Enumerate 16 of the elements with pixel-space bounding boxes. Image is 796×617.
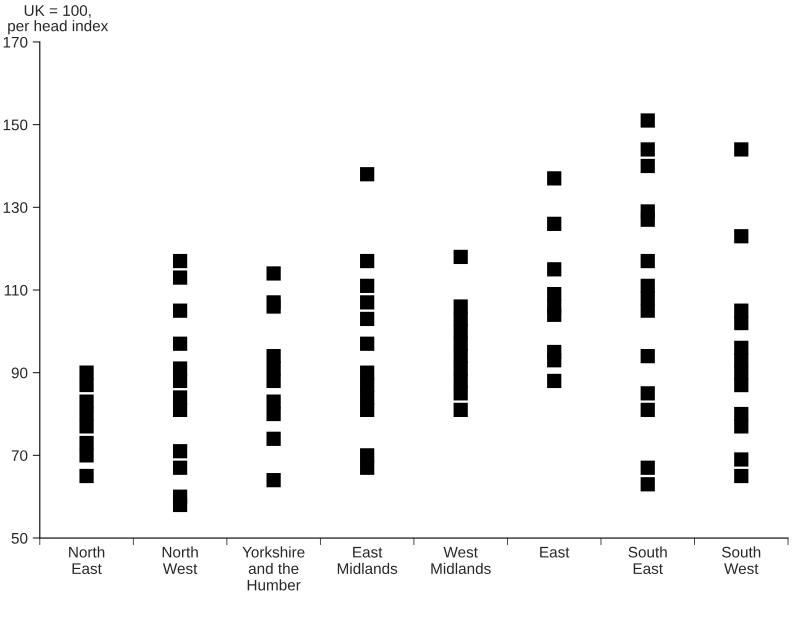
x-tick-label: North West — [162, 546, 198, 574]
y-tick-label: 70 — [12, 450, 28, 462]
x-tick-label: East Midlands — [338, 546, 398, 574]
y-tick-label: 150 — [4, 120, 28, 130]
y-tick-label: 50 — [12, 532, 28, 544]
y-tick-label: 130 — [4, 202, 28, 213]
y-tick-label: 170 — [4, 36, 28, 48]
x-tick-label: North East — [69, 546, 104, 574]
x-tick-label: South West — [722, 546, 760, 574]
x-tick-label: Yorkshire and the Humber — [242, 546, 305, 590]
x-tick-label: West Midlands — [431, 546, 491, 574]
y-tick-label: 90 — [12, 368, 28, 378]
x-tick-label: East — [540, 546, 570, 558]
y-axis-title: UK = 100, per head index — [8, 5, 108, 34]
x-tick-label: South East — [628, 546, 667, 574]
y-tick-label: 110 — [4, 284, 28, 296]
